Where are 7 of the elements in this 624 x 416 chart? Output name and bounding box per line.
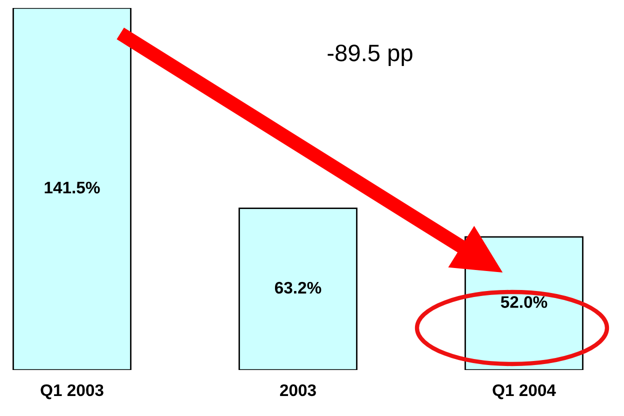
annotation: -89.5 pp — [328, 44, 412, 66]
data-label: 63.2% — [274, 282, 322, 294]
data-label: 52.0% — [500, 296, 548, 308]
data-label: 141.5% — [44, 182, 100, 194]
x-tick-label: Q1 2004 — [492, 384, 556, 400]
x-tick-label: 2003 — [280, 384, 316, 396]
x-tick-label: Q1 2003 — [40, 384, 104, 400]
